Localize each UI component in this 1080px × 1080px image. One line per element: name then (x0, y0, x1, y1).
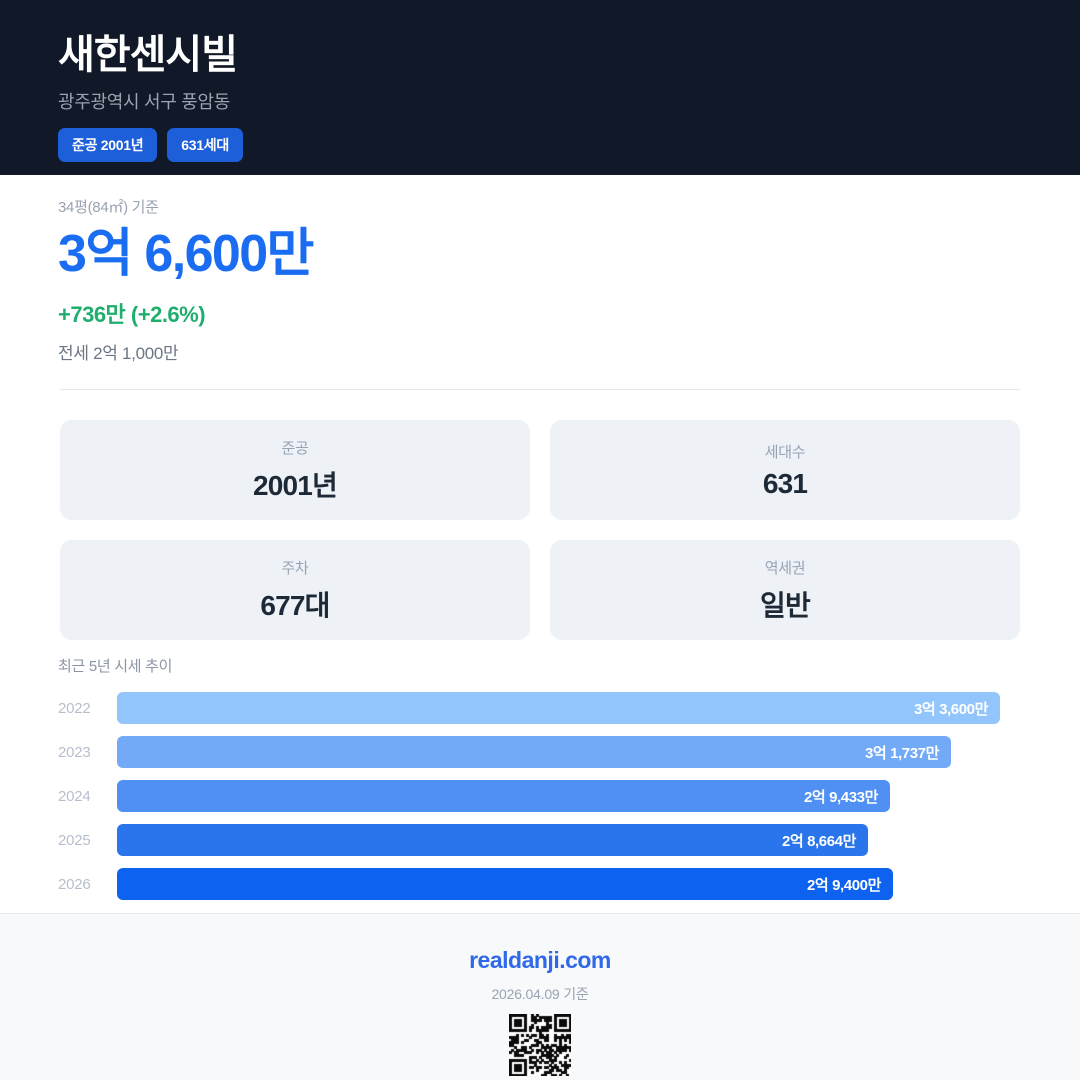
jeonse-price-value: 전세 2억 1,000만 (58, 343, 179, 363)
chart-bar-value-label: 3억 3,600만 (913, 700, 988, 718)
chart-title: 최근 5년 시세 추이 (58, 658, 173, 675)
stat-card-households: 세대수 631 (550, 420, 1020, 520)
chart-row: 2022 3억 3,600만 (58, 692, 1020, 724)
chart-bar: 3억 1,737만 (117, 736, 951, 768)
stat-card-grid: 준공 2001년 세대수 631 주차 677대 역세권 일반 (60, 420, 1020, 640)
chart-bar-list: 2022 3억 3,600만 2023 3억 1,737만 2024 2억 9,433만 2… (58, 692, 1020, 900)
price-change-value: +736만 (+2.6%) (58, 301, 206, 327)
section-divider (60, 389, 1020, 390)
price-trend-chart: 최근 5년 시세 추이 2022 3억 3,600만 2023 3억 1,737만 20… (58, 655, 1020, 912)
chart-bar: 2억 8,664만 (117, 824, 868, 856)
stat-value: 631 (762, 467, 808, 499)
stat-value: 677대 (260, 589, 330, 621)
chart-bar-value-label: 2억 9,433만 (803, 788, 878, 806)
stat-label: 준공 (281, 439, 309, 457)
stat-card-parking: 주차 677대 (60, 540, 530, 640)
status-badge-completion: 준공 2001년 (58, 128, 158, 162)
site-name-link[interactable]: realdanji.com (469, 947, 611, 973)
chart-row: 2023 3억 1,737만 (58, 736, 1020, 768)
chart-year-label: 2024 (58, 787, 91, 805)
chart-row: 2024 2억 9,433만 (58, 780, 1020, 812)
stat-label: 주차 (281, 559, 309, 577)
as-of-date-label: 2026.04.09 기준 (491, 986, 589, 1002)
stat-label: 세대수 (764, 443, 806, 461)
footer: realdanji.com 2026.04.09 기준 (0, 913, 1080, 1080)
chart-row: 2025 2억 8,664만 (58, 824, 1020, 856)
chart-bar-value-label: 2억 9,400만 (806, 876, 881, 894)
status-badge-households: 631세대 (167, 128, 243, 162)
header: 새한센시빌 광주광역시 서구 풍암동 준공 2001년 631세대 (0, 0, 1080, 175)
stat-value: 2001년 (252, 469, 338, 501)
area-basis-label: 34평(84㎡) 기준 (58, 199, 159, 216)
page-title: 새한센시빌 (58, 33, 238, 77)
chart-bar: 2억 9,400만 (117, 868, 893, 900)
chart-year-label: 2022 (58, 699, 91, 717)
stat-card-completion: 준공 2001년 (60, 420, 530, 520)
chart-bar-value-label: 3억 1,737만 (864, 744, 939, 762)
chart-year-label: 2023 (58, 743, 91, 761)
price-section: 34평(84㎡) 기준 3억 6,600만 +736만 (+2.6%) 전세 2… (58, 196, 314, 364)
chart-bar: 3억 3,600만 (117, 692, 1000, 724)
chart-bar-value-label: 2억 8,664만 (781, 832, 856, 850)
badge-list: 준공 2001년 631세대 (58, 128, 1080, 162)
qr-code-icon (509, 1014, 571, 1076)
address-text: 광주광역시 서구 풍암동 (58, 92, 231, 112)
qr-code-wrapper (0, 1014, 1080, 1076)
stat-label: 역세권 (764, 559, 806, 577)
chart-year-label: 2025 (58, 831, 91, 849)
chart-row: 2026 2억 9,400만 (58, 868, 1020, 900)
stat-card-station-access: 역세권 일반 (550, 540, 1020, 640)
main-price-value: 3억 6,600만 (58, 225, 314, 283)
stat-value: 일반 (760, 589, 811, 621)
chart-year-label: 2026 (58, 875, 91, 893)
chart-bar: 2억 9,433만 (117, 780, 890, 812)
